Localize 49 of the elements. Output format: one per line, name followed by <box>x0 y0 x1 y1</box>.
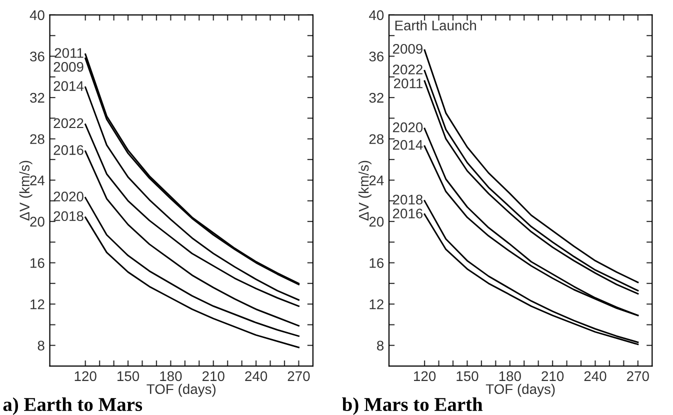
y-tick-label: 16 <box>370 258 384 268</box>
x-tick-label: 240 <box>584 371 606 382</box>
y-tick-label: 32 <box>369 92 384 103</box>
y-tick-label: 28 <box>369 134 384 144</box>
y-tick-label: 16 <box>30 258 44 268</box>
series-label: 2011 <box>54 48 84 58</box>
y-tick-label: 36 <box>369 52 384 62</box>
series-label: 2016 <box>392 208 423 218</box>
y-tick-label: 32 <box>30 92 44 103</box>
series-label: 2018 <box>392 194 423 205</box>
y-tick-label: 36 <box>30 52 44 62</box>
y-tick-label: 24 <box>30 175 45 186</box>
x-axis-title: TOF (days) <box>146 384 216 397</box>
y-tick-label: 28 <box>30 134 44 144</box>
series-label: 2022 <box>392 64 422 74</box>
x-tick-label: 150 <box>118 371 140 382</box>
series-label: 2014 <box>54 81 84 91</box>
x-tick-label: 210 <box>202 371 224 382</box>
y-tick-label: 40 <box>30 10 44 20</box>
x-tick-label: 240 <box>245 371 268 382</box>
y-tick-label: 40 <box>369 10 384 20</box>
series-label: 2011 <box>394 78 422 88</box>
annotation: Earth Launch <box>395 20 476 30</box>
x-tick-label: 270 <box>288 371 310 382</box>
x-tick-label: 150 <box>456 371 478 382</box>
x-axis-title: TOF (days) <box>486 384 555 397</box>
series-label: 2009 <box>392 44 423 54</box>
series-label: 2018 <box>54 211 84 222</box>
x-tick-label: 120 <box>74 371 96 382</box>
y-tick-label: 24 <box>369 175 384 186</box>
x-tick-label: 180 <box>499 371 521 382</box>
text: b) Mars to Earth <box>342 397 483 415</box>
x-tick-label: 180 <box>160 371 182 382</box>
x-tick-label: 270 <box>627 371 649 382</box>
y-tick-label: 12 <box>30 299 44 310</box>
y-tick-label: 8 <box>377 340 384 351</box>
series-label: 2014 <box>392 140 423 150</box>
x-tick-label: 210 <box>542 371 564 382</box>
series-label: 2020 <box>392 122 423 132</box>
series-label: 2022 <box>54 118 84 128</box>
x-tick-label: 120 <box>414 371 436 382</box>
series-label: 2016 <box>54 145 84 155</box>
y-tick-label: 20 <box>30 216 44 227</box>
y-tick-label: 12 <box>370 299 384 310</box>
y-tick-label: 20 <box>369 216 384 227</box>
series-label: 2009 <box>54 62 84 72</box>
y-tick-label: 8 <box>38 340 44 351</box>
text: a) Earth to Mars <box>3 397 142 415</box>
series-label: 2020 <box>54 192 84 202</box>
